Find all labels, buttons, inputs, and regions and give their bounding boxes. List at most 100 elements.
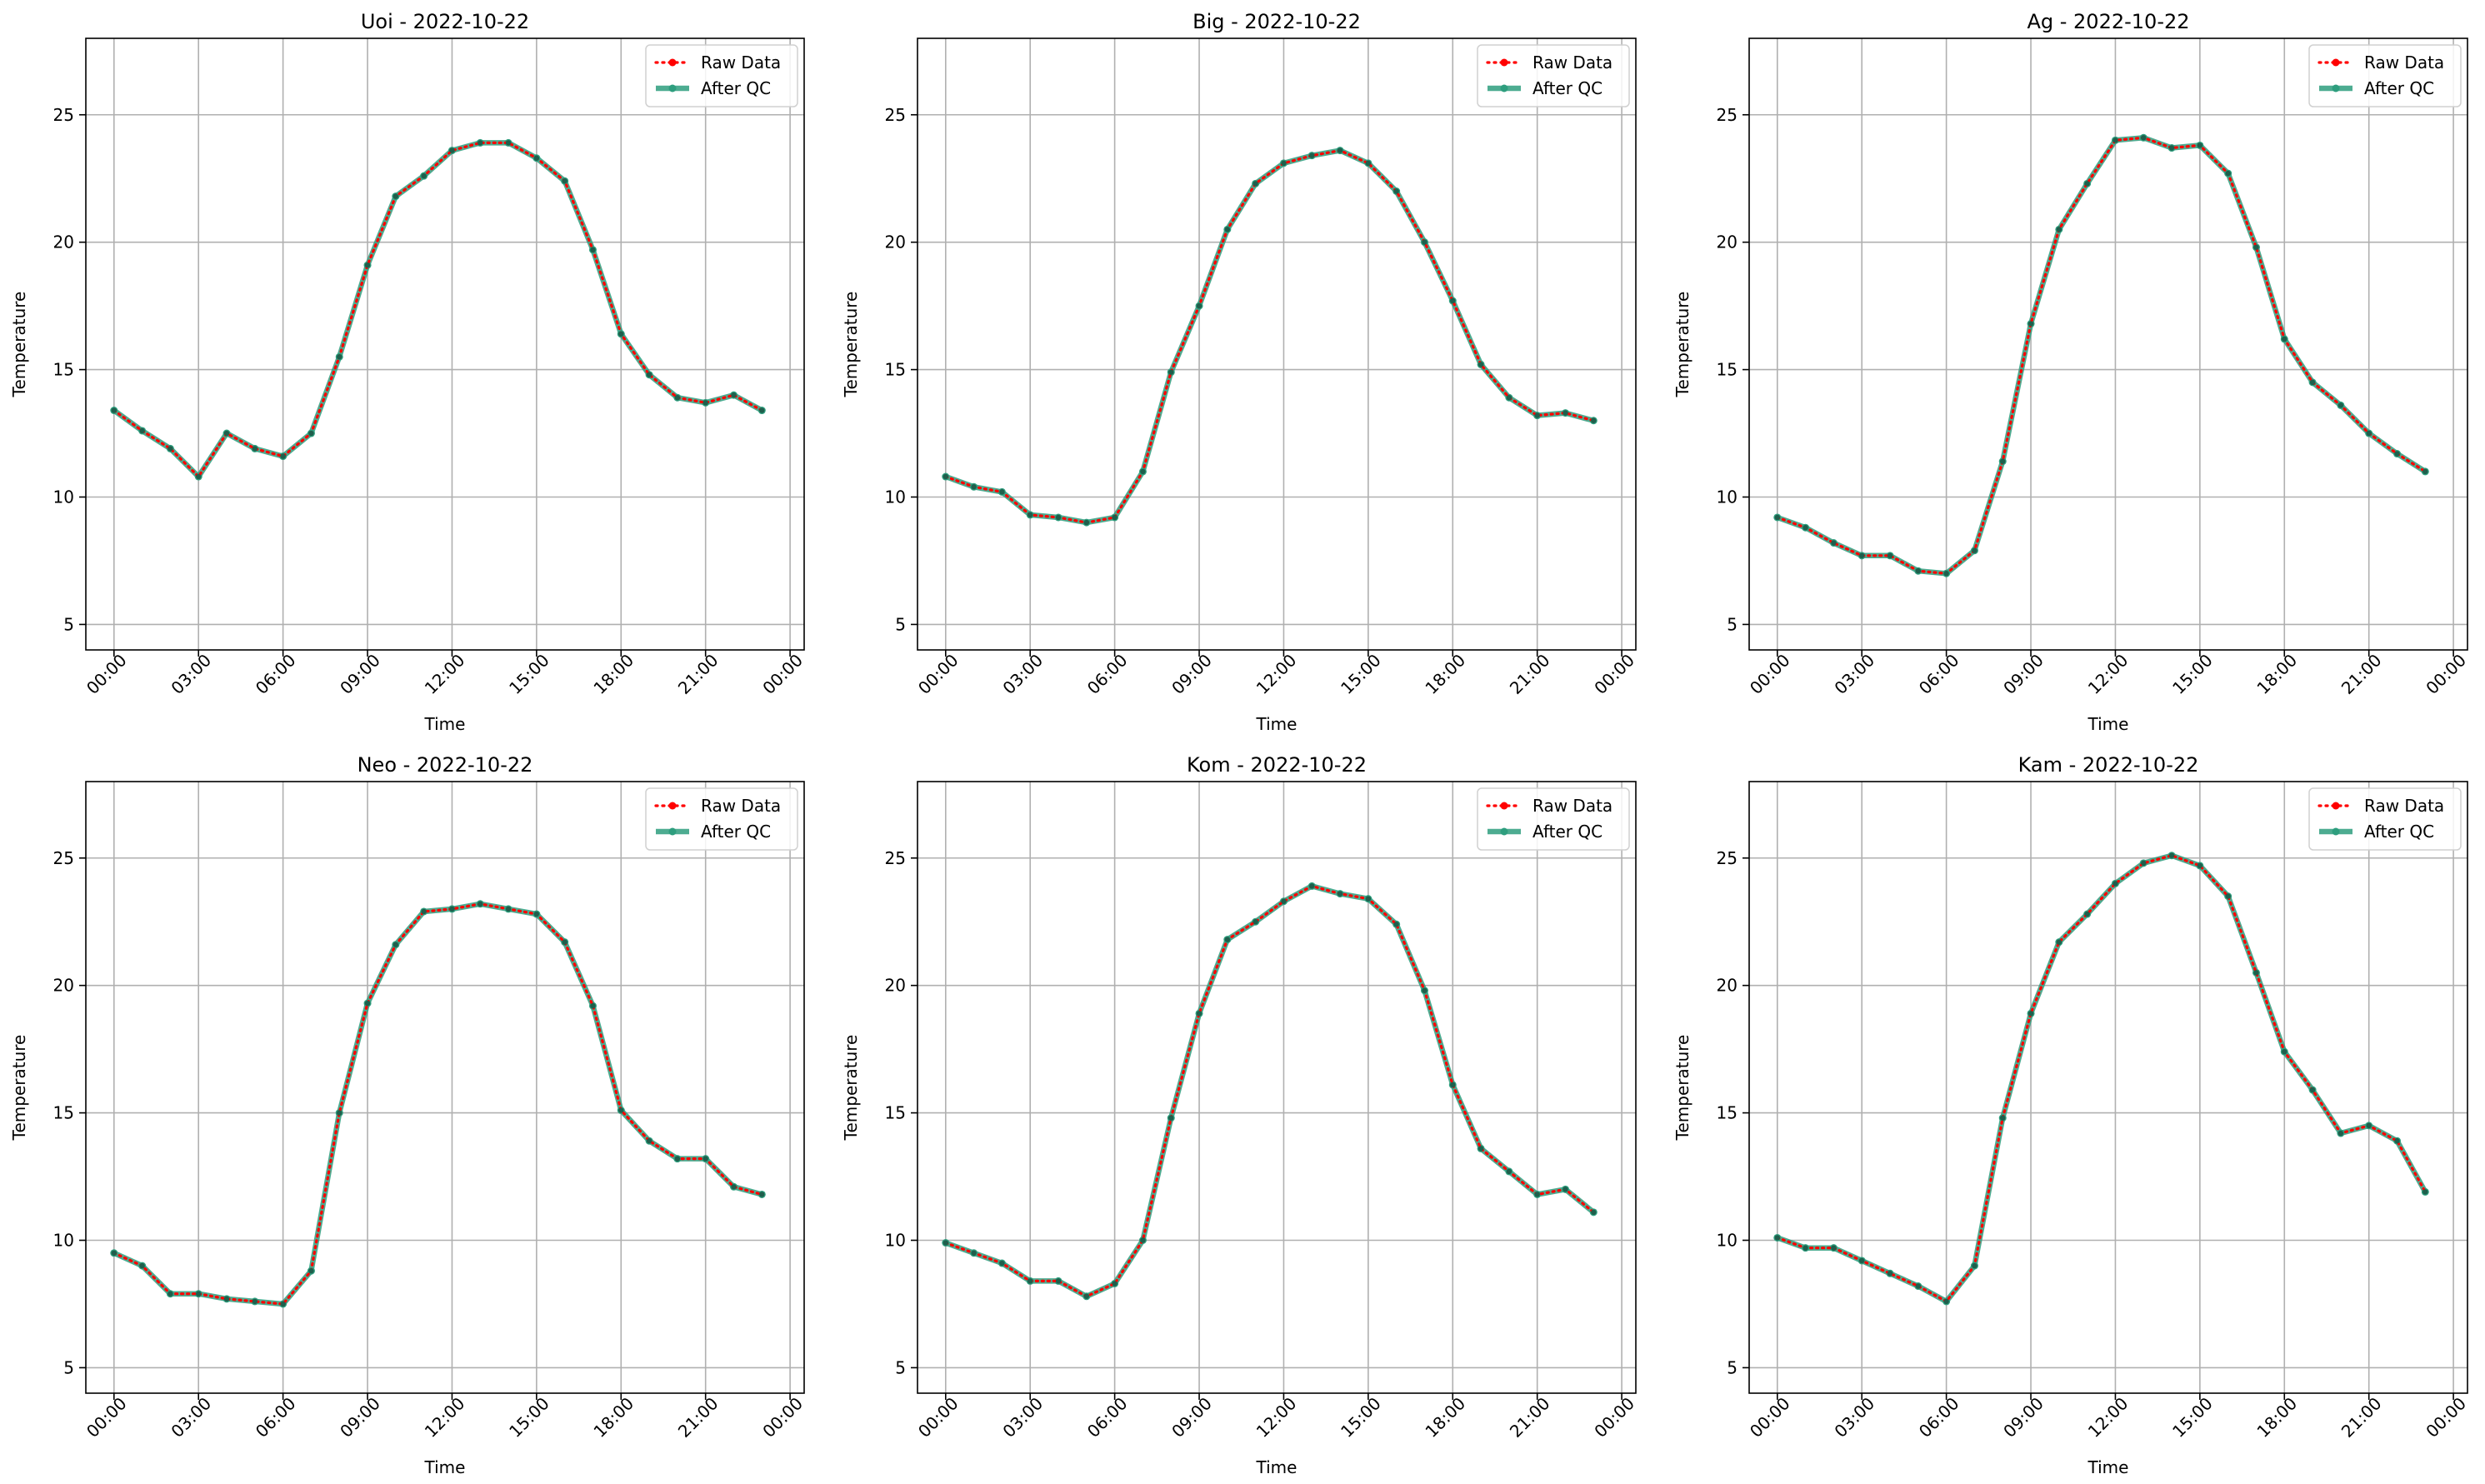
y-tick-label: 15 — [1717, 1103, 1738, 1123]
data-point-raw — [223, 1296, 230, 1302]
chart-panel-4: 00:00 03:00 06:00 09:00 12:00 15:00 18:00 21:00… — [9, 753, 807, 1477]
x-tick-label: 09:00 — [1999, 650, 2048, 698]
y-tick-label: 25 — [53, 105, 74, 125]
data-point-raw — [2366, 1122, 2372, 1129]
data-point-raw — [999, 489, 1005, 495]
x-tick-label: 00:00 — [82, 650, 131, 698]
y-tick-label: 15 — [885, 1103, 906, 1123]
data-point-raw — [2141, 860, 2147, 867]
data-point-raw — [1534, 412, 1540, 418]
data-point-raw — [590, 1002, 596, 1009]
data-point-raw — [392, 193, 399, 199]
data-point-raw — [1534, 1192, 1540, 1197]
data-point-raw — [2253, 244, 2259, 250]
data-point-raw — [1774, 514, 1781, 521]
data-point-raw — [2282, 336, 2288, 342]
legend-label-qc: After QC — [2364, 822, 2434, 842]
y-tick-label: 20 — [885, 976, 906, 996]
data-point-raw — [1591, 417, 1597, 423]
series-line-after-qc — [112, 140, 763, 480]
plot-frame — [1748, 37, 2468, 651]
series-line-after-qc — [1776, 135, 2428, 577]
data-point-raw — [2422, 1189, 2428, 1195]
plot-frame — [85, 781, 805, 1394]
chart-title: Neo - 2022-10-22 — [358, 753, 533, 777]
x-tick-label: 03:00 — [167, 1393, 215, 1442]
legend: Raw Data After QC — [2308, 44, 2462, 107]
data-point-raw — [449, 147, 455, 153]
y-tick-label: 5 — [1727, 614, 1738, 634]
data-point-raw — [2394, 1138, 2400, 1144]
data-point-raw — [280, 1301, 286, 1307]
data-point-raw — [1281, 160, 1287, 167]
data-point-raw — [702, 1156, 708, 1162]
data-point-raw — [1972, 547, 1978, 553]
data-point-raw — [2309, 379, 2316, 386]
x-tick-label: 12:00 — [421, 1393, 469, 1442]
x-tick-label: 18:00 — [2252, 1393, 2301, 1442]
y-tick-label: 20 — [885, 232, 906, 252]
legend-box — [645, 44, 798, 107]
data-point-raw — [1252, 181, 1258, 187]
y-axis-label: Temperature — [9, 292, 29, 398]
data-point-raw — [1028, 512, 1033, 518]
x-tick-label: 21:00 — [2338, 1393, 2386, 1442]
data-point-raw — [449, 906, 455, 912]
data-point-raw — [1055, 1278, 1062, 1284]
series-line-raw — [944, 884, 1595, 1298]
data-point-raw — [1337, 891, 1343, 897]
data-point-raw — [2000, 1115, 2006, 1121]
series-line-after-qc — [1776, 852, 2428, 1305]
data-point-raw — [2338, 1130, 2344, 1137]
chart-title: Kom - 2022-10-22 — [1187, 753, 1367, 777]
plot-frame — [917, 781, 1637, 1394]
data-point-raw — [1422, 239, 1428, 245]
data-point-raw — [1028, 1278, 1033, 1284]
series-line-after-qc — [112, 901, 763, 1307]
data-point-raw — [1337, 147, 1343, 153]
data-point-raw — [1943, 1298, 1949, 1305]
x-tick-label: 15:00 — [1337, 650, 1385, 698]
data-point-raw — [971, 1250, 977, 1256]
chart-title: Uoi - 2022-10-22 — [361, 10, 529, 33]
y-tick-label: 5 — [895, 1357, 906, 1377]
x-tick-label: 06:00 — [1915, 650, 1963, 698]
legend-marker-raw — [668, 58, 677, 67]
data-point-raw — [337, 354, 342, 360]
x-tick-label: 12:00 — [1252, 650, 1301, 698]
x-tick-label: 00:00 — [758, 650, 807, 698]
legend-label-qc: After QC — [1532, 78, 1602, 98]
legend-box — [645, 787, 798, 851]
legend: Raw Data After QC — [645, 44, 798, 107]
legend-marker-raw — [2332, 58, 2340, 67]
legend-box — [1477, 44, 1630, 107]
data-point-raw — [2112, 137, 2118, 143]
x-tick-label: 03:00 — [998, 1393, 1047, 1442]
data-point-raw — [562, 178, 568, 184]
legend-marker-raw — [2332, 802, 2340, 810]
x-tick-label: 15:00 — [1337, 1393, 1385, 1442]
x-tick-label: 12:00 — [2084, 650, 2132, 698]
legend-marker-raw — [1500, 802, 1508, 810]
data-point-raw — [2225, 893, 2231, 899]
x-tick-label: 18:00 — [1421, 650, 1469, 698]
y-tick-label: 5 — [895, 614, 906, 634]
y-tick-label: 20 — [53, 232, 74, 252]
data-point-raw — [1450, 297, 1456, 304]
data-point-raw — [478, 140, 483, 146]
x-tick-label: 18:00 — [589, 650, 638, 698]
data-point-raw — [1196, 302, 1202, 309]
data-point-raw — [252, 446, 258, 452]
legend-label-qc: After QC — [1532, 822, 1602, 842]
data-point-raw — [674, 1156, 681, 1162]
data-point-raw — [759, 407, 765, 413]
data-point-raw — [646, 1138, 652, 1144]
data-point-raw — [1506, 1168, 1512, 1175]
legend: Raw Data After QC — [1477, 787, 1630, 851]
y-tick-label: 15 — [1717, 360, 1738, 380]
data-point-raw — [2197, 142, 2203, 148]
y-tick-label: 25 — [885, 105, 906, 125]
plot-frame — [85, 37, 805, 651]
x-axis-label: Time — [1256, 714, 1298, 734]
data-point-raw — [2422, 468, 2428, 475]
